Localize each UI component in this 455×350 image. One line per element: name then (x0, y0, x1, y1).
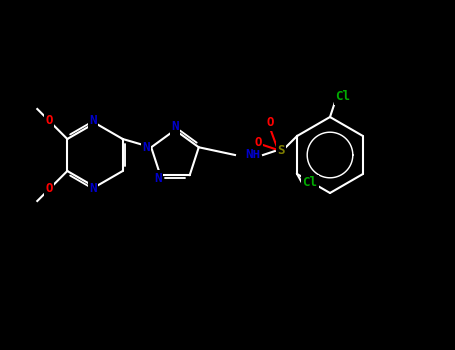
Text: S: S (277, 144, 285, 156)
Text: O: O (266, 117, 274, 130)
Text: O: O (254, 135, 262, 148)
Text: N: N (142, 141, 150, 154)
Text: NH: NH (245, 148, 260, 161)
Text: N: N (171, 120, 179, 133)
Text: N: N (89, 182, 97, 196)
Text: O: O (46, 114, 53, 127)
Text: O: O (46, 182, 53, 196)
Text: N: N (89, 114, 97, 127)
Text: Cl: Cl (303, 176, 318, 189)
Text: N: N (155, 172, 162, 185)
Text: Cl: Cl (335, 91, 350, 104)
